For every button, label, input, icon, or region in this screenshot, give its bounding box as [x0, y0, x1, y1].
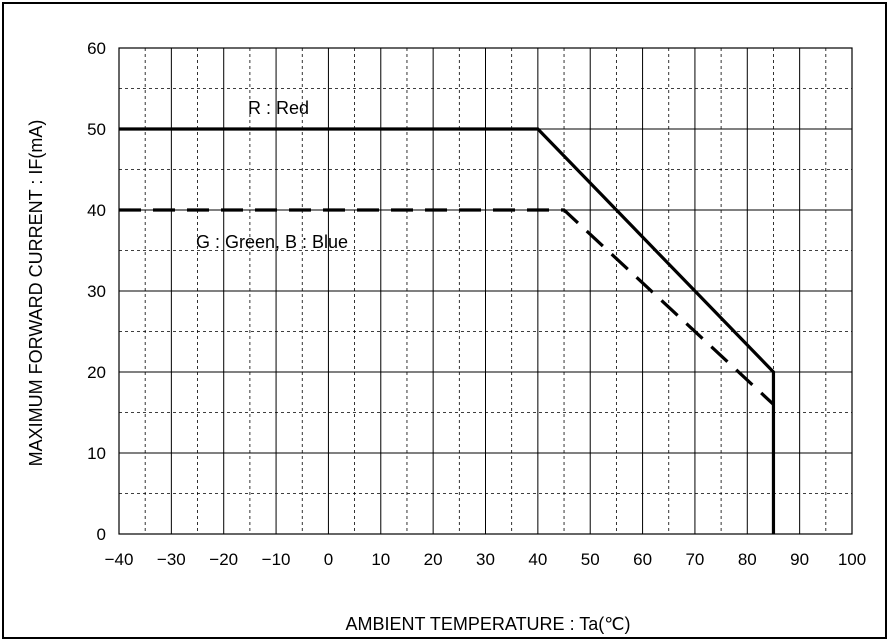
x-tick-label: 10 [371, 550, 390, 569]
series-line-red [119, 127, 776, 534]
x-tick-label: −30 [157, 550, 186, 569]
x-tick-label: 20 [424, 550, 443, 569]
series-layer [119, 127, 776, 534]
plot-area-border [118, 47, 853, 535]
series-label-red: R : Red [248, 98, 309, 118]
y-axis-tick-labels: 0 10 20 30 40 50 60 [87, 39, 106, 544]
x-tick-label: −20 [209, 550, 238, 569]
y-tick-label: 40 [87, 201, 106, 220]
x-tick-label: −10 [262, 550, 291, 569]
x-tick-label: 40 [528, 550, 547, 569]
x-tick-label: 50 [581, 550, 600, 569]
x-tick-label: 30 [476, 550, 495, 569]
x-tick-label: 0 [324, 550, 333, 569]
y-tick-label: 50 [87, 120, 106, 139]
x-tick-label: −40 [105, 550, 134, 569]
x-tick-label: 60 [633, 550, 652, 569]
x-tick-label: 80 [738, 550, 757, 569]
y-tick-label: 10 [87, 444, 106, 463]
x-tick-label: 100 [838, 550, 866, 569]
x-axis-tick-labels: −40 −30 −20 −10 0 10 20 30 40 50 60 70 80 90 100 [105, 550, 867, 569]
y-tick-label: 60 [87, 39, 106, 58]
y-tick-label: 20 [87, 363, 106, 382]
series-label-green-blue: G : Green, B : Blue [196, 232, 348, 252]
x-axis-title: AMBIENT TEMPERATURE : Ta(℃) [346, 614, 631, 634]
series-line-green-blue [119, 208, 775, 406]
x-tick-label: 70 [685, 550, 704, 569]
x-tick-label: 90 [790, 550, 809, 569]
y-tick-label: 30 [87, 282, 106, 301]
major-gridlines [119, 48, 852, 534]
y-tick-label: 0 [97, 525, 106, 544]
y-axis-title: MAXIMUM FORWARD CURRENT : IF(mA) [26, 120, 46, 467]
